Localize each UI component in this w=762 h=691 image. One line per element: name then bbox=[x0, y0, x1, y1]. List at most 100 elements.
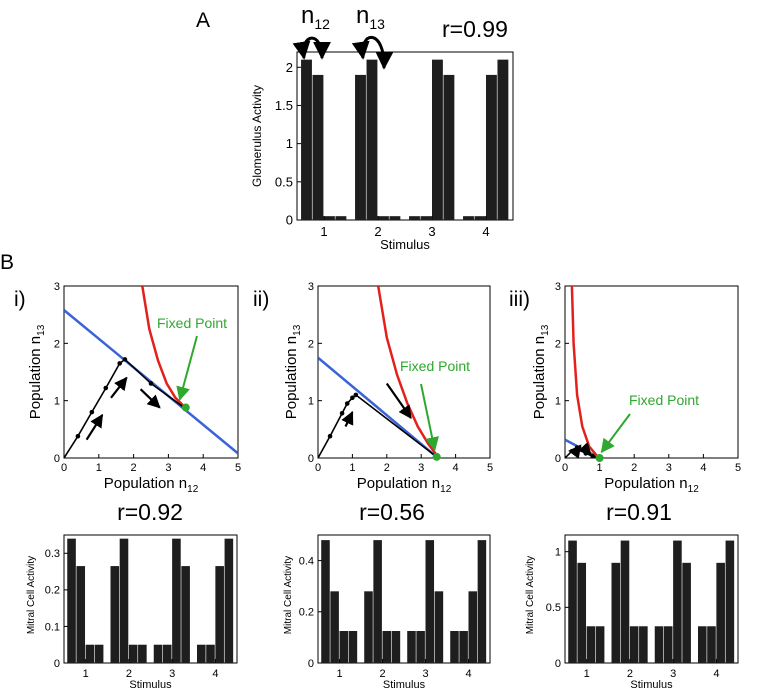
y-axis-label: Population n13 bbox=[531, 324, 551, 419]
bar bbox=[459, 631, 468, 663]
y-tick-label: 0 bbox=[308, 453, 314, 465]
trajectory-point bbox=[350, 395, 355, 401]
y-tick-label: 1 bbox=[308, 396, 314, 408]
bar bbox=[416, 631, 425, 663]
bar bbox=[85, 644, 95, 663]
plot-frame bbox=[63, 534, 238, 664]
trajectory-point bbox=[344, 401, 350, 406]
bar bbox=[391, 631, 401, 663]
bar bbox=[196, 644, 206, 663]
bar bbox=[639, 626, 648, 663]
fixed-point-marker bbox=[181, 403, 190, 412]
y-axis-label: Mitral Cell Activity bbox=[525, 556, 536, 634]
bar bbox=[450, 631, 459, 663]
bar bbox=[373, 540, 382, 663]
x-tick-label: 1 bbox=[349, 462, 355, 474]
loop-label-n12: n12 bbox=[301, 2, 330, 32]
bar bbox=[420, 216, 432, 220]
trajectory-point bbox=[353, 392, 359, 398]
bar bbox=[76, 566, 86, 663]
panel-label-b: B bbox=[0, 251, 14, 274]
flow-arrow bbox=[341, 410, 354, 427]
bar bbox=[663, 626, 673, 663]
bar bbox=[110, 566, 120, 663]
y-tick-label: 3 bbox=[308, 281, 314, 293]
bar bbox=[468, 591, 478, 663]
x-tick-label: 5 bbox=[487, 462, 493, 474]
bar bbox=[707, 626, 716, 663]
bar bbox=[673, 540, 682, 663]
x-tick-label: 4 bbox=[713, 668, 719, 680]
panel-a-title: r=0.99 bbox=[442, 16, 508, 42]
trajectory-point bbox=[103, 385, 109, 391]
bar bbox=[382, 631, 392, 663]
y-tick-label: 0 bbox=[308, 658, 314, 670]
x-tick-label: 4 bbox=[700, 462, 706, 474]
x-tick-label: 4 bbox=[453, 462, 459, 474]
trajectory-point bbox=[148, 381, 154, 386]
bar bbox=[568, 540, 577, 663]
plot-frame bbox=[317, 285, 491, 459]
x-tick-label: 2 bbox=[631, 462, 637, 474]
x-tick-label: 4 bbox=[465, 668, 471, 680]
flow-arrow bbox=[110, 376, 128, 399]
trajectory-point bbox=[75, 433, 81, 439]
x-tick-label: 5 bbox=[235, 462, 241, 474]
chart-title: r=0.56 bbox=[359, 499, 425, 525]
x-tick-label: 2 bbox=[131, 462, 137, 474]
bar bbox=[443, 74, 455, 220]
y-tick-label: 2 bbox=[308, 338, 314, 350]
x-tick-label: 1 bbox=[336, 668, 342, 680]
bar bbox=[577, 562, 587, 663]
bar bbox=[215, 566, 224, 663]
panel-label-a: A bbox=[196, 9, 210, 32]
bar-chart-mitral-iii: 1 2 3 4 0 0.5 1 Stimulus Mitral Cell Activity r=0… bbox=[525, 499, 739, 691]
bar bbox=[474, 216, 486, 220]
y-tick-label: 1 bbox=[286, 136, 293, 151]
x-axis-label: Population n12 bbox=[104, 475, 199, 495]
bar bbox=[389, 216, 401, 220]
bar bbox=[348, 631, 358, 663]
plot-frame bbox=[296, 51, 514, 221]
fixed-point-label: Fixed Point bbox=[629, 392, 699, 408]
y-tick-label: 0.5 bbox=[275, 174, 293, 189]
y-tick-label: 1 bbox=[555, 396, 561, 408]
x-tick-label: 1 bbox=[320, 224, 327, 239]
x-tick-label: 2 bbox=[627, 668, 633, 680]
x-axis-label: Stimulus bbox=[380, 237, 430, 252]
bar bbox=[366, 59, 378, 220]
bar bbox=[153, 644, 163, 663]
bar bbox=[301, 59, 312, 220]
fixed-point-marker bbox=[595, 454, 604, 462]
bar bbox=[486, 74, 497, 220]
trajectory bbox=[64, 358, 185, 458]
bar bbox=[434, 591, 444, 663]
bar bbox=[629, 626, 639, 663]
chart-title: r=0.92 bbox=[117, 499, 183, 525]
flow-arrow bbox=[139, 388, 161, 409]
bar-chart-mitral-i: 1 2 3 4 0 0.1 0.2 0.3 Stimulus Mitral Cell Activi… bbox=[26, 499, 238, 691]
flow-arrow bbox=[578, 441, 592, 457]
y-tick-label: 0 bbox=[54, 453, 60, 465]
bar bbox=[378, 216, 389, 220]
x-tick-label: 3 bbox=[666, 462, 672, 474]
y-tick-label: 1.5 bbox=[275, 98, 293, 113]
y-tick-label: 0.2 bbox=[299, 607, 314, 619]
fixed-point-label: Fixed Point bbox=[157, 315, 227, 331]
bar bbox=[611, 562, 621, 663]
y-tick-label: 3 bbox=[54, 281, 60, 293]
y-tick-label: 1 bbox=[555, 547, 561, 559]
flow-arrow bbox=[385, 382, 412, 419]
bar bbox=[425, 540, 435, 663]
x-tick-label: 0 bbox=[315, 462, 321, 474]
bar bbox=[119, 538, 129, 663]
bar bbox=[595, 626, 605, 663]
x-tick-label: 2 bbox=[374, 224, 381, 239]
plot-frame bbox=[564, 534, 739, 664]
bar bbox=[586, 626, 596, 663]
bar bbox=[407, 631, 416, 663]
bar bbox=[335, 216, 347, 220]
x-tick-label: 1 bbox=[83, 668, 89, 680]
y-axis-label: Mitral Cell Activity bbox=[26, 556, 37, 634]
x-tick-label: 2 bbox=[379, 668, 385, 680]
